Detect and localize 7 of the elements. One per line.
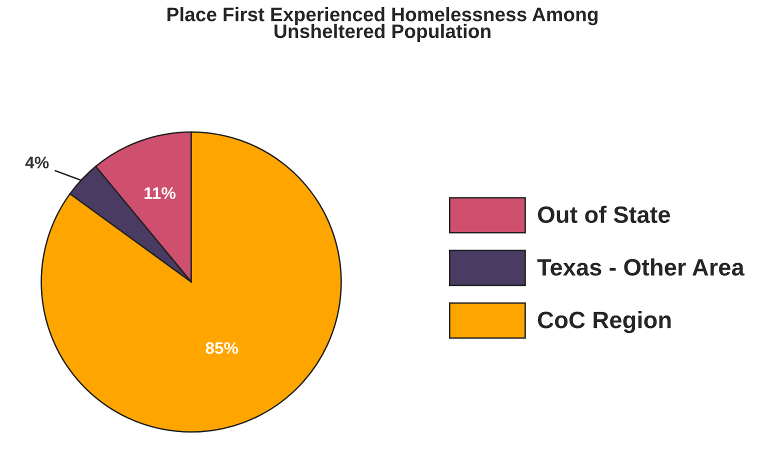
chart-title: Place First Experienced Homelessness Among Unsheltered Population <box>168 7 598 42</box>
data-label: 85% <box>206 342 238 354</box>
data-label: 4% <box>25 156 49 168</box>
legend-label: Texas - Other Area <box>537 258 744 276</box>
legend-label: CoC Region <box>538 311 671 334</box>
legend-label: Out of State <box>538 206 670 224</box>
data-label: 11% <box>144 187 176 199</box>
